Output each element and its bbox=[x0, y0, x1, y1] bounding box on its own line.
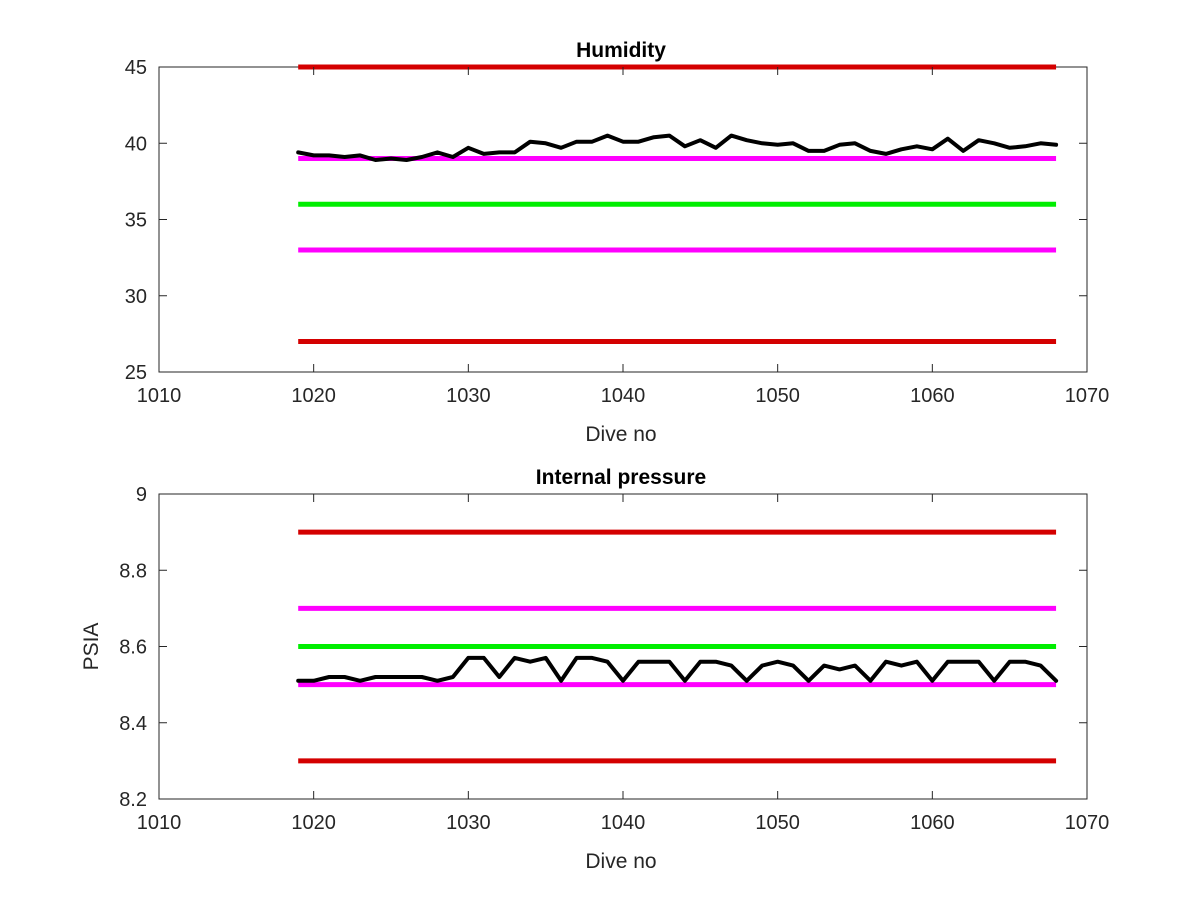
pressure-xtick-label: 1020 bbox=[291, 812, 336, 834]
pressure-ytick-label: 8.8 bbox=[119, 560, 147, 582]
humidity-xtick-label: 1040 bbox=[601, 385, 646, 407]
pressure-ylabel: PSIA bbox=[80, 623, 103, 671]
pressure-xtick-label: 1060 bbox=[910, 812, 955, 834]
humidity-series-line bbox=[296, 133, 1059, 162]
humidity-xtick-label: 1010 bbox=[137, 385, 182, 407]
pressure-xtick-label: 1030 bbox=[446, 812, 491, 834]
pressure-xtick-label: 1040 bbox=[601, 812, 646, 834]
humidity-xtick-label: 1070 bbox=[1065, 385, 1110, 407]
humidity-axes-box bbox=[158, 66, 1088, 373]
humidity-xlabel: Dive no bbox=[585, 423, 656, 446]
pressure-ytick-label: 9 bbox=[136, 484, 147, 506]
pressure-subplot: 1010 1020 1030 1040 1050 1060 1070 8.2 8.4 8.6 8.8… bbox=[80, 466, 1109, 873]
pressure-xlabel: Dive no bbox=[585, 850, 656, 873]
humidity-ytick-label: 45 bbox=[125, 57, 147, 79]
humidity-xtick-label: 1030 bbox=[446, 385, 491, 407]
pressure-xtick-label: 1050 bbox=[755, 812, 800, 834]
humidity-xtick-label: 1060 bbox=[910, 385, 955, 407]
pressure-xtick-label: 1070 bbox=[1065, 812, 1110, 834]
humidity-title: Humidity bbox=[576, 39, 666, 62]
pressure-ytick-label: 8.6 bbox=[119, 637, 147, 659]
humidity-ytick-label: 25 bbox=[125, 362, 147, 384]
pressure-series-line bbox=[296, 655, 1059, 683]
humidity-xtick-label: 1050 bbox=[755, 385, 800, 407]
humidity-subplot: 1010 1020 1030 1040 1050 1060 1070 25 30 35 40 45 H… bbox=[125, 39, 1110, 446]
pressure-title: Internal pressure bbox=[536, 466, 706, 489]
pressure-xtick-label: 1010 bbox=[137, 812, 182, 834]
pressure-ytick-label: 8.4 bbox=[119, 713, 147, 735]
humidity-ytick-label: 35 bbox=[125, 210, 147, 232]
pressure-ytick-label: 8.2 bbox=[119, 789, 147, 811]
humidity-xtick-label: 1020 bbox=[291, 385, 336, 407]
humidity-ytick-label: 30 bbox=[125, 286, 147, 308]
humidity-ytick-label: 40 bbox=[125, 133, 147, 155]
